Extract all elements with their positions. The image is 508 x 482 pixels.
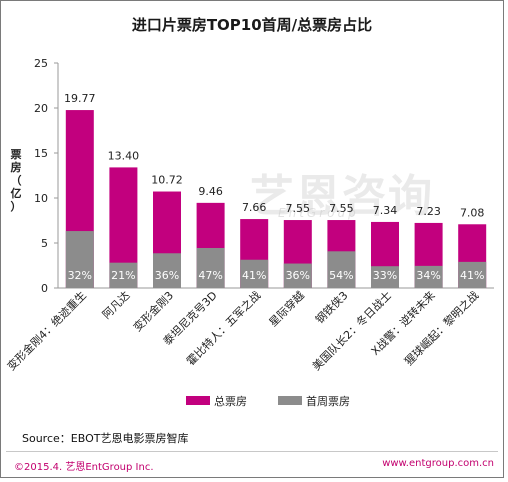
- y-axis-title-char: 亿: [11, 186, 22, 200]
- bar-first-week: [371, 266, 399, 288]
- x-tick-label: 钢铁侠3: [313, 289, 350, 326]
- y-axis-title-char: ）: [11, 200, 22, 213]
- bar-first-week: [109, 262, 138, 288]
- data-label-total: 7.34: [373, 204, 398, 217]
- data-label-total: 19.77: [64, 92, 96, 105]
- y-tick-label: 20: [34, 102, 48, 115]
- legend-swatch: [186, 396, 210, 405]
- x-tick-label: 阿凡达: [100, 289, 133, 322]
- data-label-share: 54%: [329, 269, 353, 282]
- bar-first-week: [414, 265, 443, 288]
- data-label-share: 21%: [111, 269, 135, 282]
- source-note: Source：EBOT艺恩电影票房智库: [22, 432, 189, 445]
- bar-first-week: [196, 247, 225, 288]
- data-label-share: 47%: [198, 269, 222, 282]
- data-label-total: 7.66: [242, 201, 267, 214]
- data-label-total: 7.55: [329, 202, 354, 215]
- y-axis-title-char: （: [11, 174, 22, 187]
- y-tick-label: 25: [34, 57, 48, 70]
- website-link[interactable]: www.entgroup.com.cn: [382, 458, 494, 469]
- data-label-share: 34%: [416, 269, 440, 282]
- data-label-share: 36%: [155, 269, 179, 282]
- x-tick-label: 霍比特人：五军之战: [183, 288, 263, 368]
- y-tick-label: 5: [41, 237, 48, 250]
- data-label-total: 7.55: [286, 202, 311, 215]
- y-tick-label: 15: [34, 147, 48, 160]
- data-label-total: 10.72: [151, 174, 183, 187]
- data-label-share: 41%: [460, 269, 484, 282]
- data-label-share: 33%: [373, 269, 397, 282]
- y-tick-label: 0: [41, 282, 48, 295]
- data-label-share: 41%: [242, 269, 266, 282]
- x-tick-label: 猩球崛起：黎明之战: [401, 288, 481, 368]
- bar-first-week: [153, 253, 181, 288]
- bar-first-week: [283, 263, 312, 288]
- bar-first-week: [65, 231, 94, 288]
- data-label-total: 7.08: [460, 206, 485, 219]
- data-label-total: 13.40: [108, 149, 140, 162]
- bar-first-week: [240, 259, 269, 288]
- x-tick-label: 美国队长2：冬日战士: [309, 288, 394, 373]
- x-tick-label: 星际穿越: [266, 288, 307, 329]
- data-label-total: 9.46: [198, 185, 223, 198]
- y-tick-label: 10: [34, 192, 48, 205]
- x-tick-label: 变形金刚4：绝迹重生: [4, 288, 89, 373]
- data-label-total: 7.23: [416, 205, 441, 218]
- legend-label: 总票房: [214, 394, 247, 408]
- chart-plot: 0 5 10 15 20 25 票房（亿） 19.77 32% 变形金刚4：绝迹重生 13.40 21…: [4, 57, 494, 408]
- copyright-text: ©2015.4. 艺恩EntGroup Inc.: [14, 462, 154, 473]
- y-axis-title-char: 房: [11, 160, 22, 174]
- bar-first-week: [327, 251, 356, 288]
- footer-divider: [6, 451, 498, 452]
- legend-label: 首周票房: [306, 394, 350, 408]
- x-tick-label: 变形金刚3: [130, 288, 176, 334]
- chart-title: 进口片票房TOP10首周/总票房占比: [131, 16, 373, 34]
- data-label-share: 32%: [68, 269, 92, 282]
- bar-first-week: [458, 261, 487, 288]
- y-axis-title-char: 票: [11, 148, 22, 161]
- data-label-share: 36%: [286, 269, 310, 282]
- legend-swatch: [278, 396, 302, 405]
